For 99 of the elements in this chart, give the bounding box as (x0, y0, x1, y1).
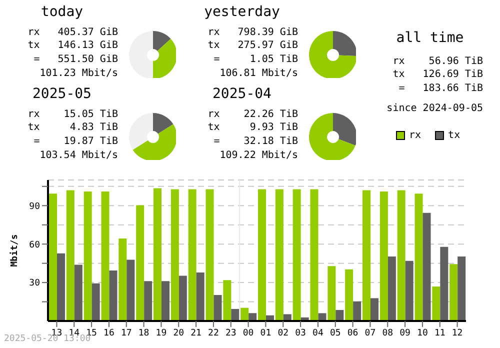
text: rx 15.05 TiB (28, 108, 118, 121)
text: rx 56.96 TiB (392, 55, 483, 68)
bar (178, 276, 187, 321)
bar (414, 194, 423, 321)
text: 109.22 Mbit/s (218, 149, 298, 162)
bar (223, 280, 232, 321)
bar (74, 264, 82, 321)
text: rx 798.39 GiB (208, 26, 298, 39)
bar (240, 308, 249, 321)
text: 101.23 Mbit/s (38, 67, 118, 80)
bar (397, 190, 406, 321)
donut-slice (153, 31, 171, 51)
legend-label: tx (448, 130, 460, 141)
x-tick-label: 06 (347, 328, 358, 338)
text: since 2024-09-05 (386, 102, 483, 115)
bar (380, 192, 388, 321)
y-tick-label: 60 (29, 240, 40, 250)
bar (214, 294, 222, 321)
bar (405, 260, 414, 321)
x-tick-label: 22 (208, 328, 219, 338)
x-tick-label: 17 (120, 328, 132, 338)
bar (328, 266, 336, 321)
donut-slice (333, 113, 356, 146)
bar (432, 286, 440, 321)
x-tick-label: 07 (364, 328, 376, 338)
bar (170, 189, 179, 321)
x-tick-label: 08 (382, 328, 394, 338)
x-tick-label: 23 (225, 328, 236, 338)
text: 103.54 Mbit/s (38, 149, 118, 162)
bar (66, 190, 74, 321)
bar (206, 189, 214, 321)
x-tick-label: 16 (104, 328, 114, 338)
x-tick-label: 00 (242, 328, 254, 338)
text: rx 405.37 GiB (28, 26, 118, 39)
text: tx 146.13 GiB (28, 39, 118, 52)
bar (292, 189, 301, 321)
bar (275, 189, 284, 321)
donut-slice (132, 124, 176, 160)
donut-slice (333, 31, 356, 56)
text: rx 22.26 TiB (208, 108, 298, 121)
bar (101, 192, 110, 321)
x-tick-label: 04 (312, 328, 324, 338)
bar (92, 283, 100, 321)
donut-slice (129, 113, 153, 150)
bar (57, 253, 65, 321)
bar (118, 238, 127, 321)
bar (109, 270, 118, 321)
x-tick-label: 10 (417, 328, 428, 338)
x-tick-label: 01 (260, 328, 272, 338)
bar (310, 189, 318, 321)
bar (450, 264, 458, 321)
text: = 183.66 TiB (398, 82, 483, 95)
bar (154, 188, 162, 321)
text: 106.81 Mbit/s (218, 67, 298, 80)
x-tick-label: 12 (452, 328, 463, 338)
bar (258, 189, 266, 321)
x-tick-label: 05 (330, 328, 341, 338)
text: tx 126.69 TiB (392, 68, 483, 81)
x-tick-label: 03 (295, 328, 306, 338)
chart-title: 2025-05 (31, 86, 92, 102)
legend-label: rx (409, 130, 422, 141)
x-tick-label: 19 (156, 328, 167, 338)
x-tick-label: 20 (173, 328, 184, 338)
y-tick-label: 90 (29, 202, 40, 212)
bar (388, 256, 396, 321)
text: = 32.18 TiB (212, 135, 298, 148)
bar (49, 194, 57, 321)
bar (162, 281, 170, 321)
bar (422, 212, 431, 321)
y-axis-title: Mbit/s (9, 234, 20, 267)
donut-slice (309, 113, 356, 160)
chart-title: today (40, 4, 84, 20)
donut-slice (153, 38, 176, 78)
bar (136, 205, 144, 321)
bar (370, 298, 378, 321)
text: = 19.87 TiB (32, 135, 118, 148)
donut-slice (129, 31, 153, 78)
bar (345, 269, 354, 321)
text: tx 9.93 TiB (208, 121, 298, 134)
donut-slice (309, 31, 356, 78)
chart-title: yesterday (203, 4, 281, 20)
bar (84, 192, 92, 321)
text: tx 4.83 TiB (28, 121, 118, 134)
text: = 1.05 TiB (212, 53, 298, 66)
x-tick-label: 09 (400, 328, 410, 338)
y-tick-label: 30 (29, 278, 40, 289)
chart-title: 2025-04 (211, 86, 272, 102)
text: = 551.50 GiB (32, 53, 118, 66)
bar (362, 190, 370, 321)
x-tick-label: 02 (278, 328, 289, 338)
bar (196, 272, 204, 321)
x-tick-label: 21 (190, 328, 202, 338)
x-tick-label: 11 (434, 328, 446, 338)
text: all time (395, 30, 465, 46)
bar (318, 313, 326, 321)
x-tick-label: 18 (138, 328, 150, 338)
donut-slice (153, 113, 174, 134)
text: tx 275.97 GiB (208, 39, 298, 52)
bar (188, 189, 196, 321)
